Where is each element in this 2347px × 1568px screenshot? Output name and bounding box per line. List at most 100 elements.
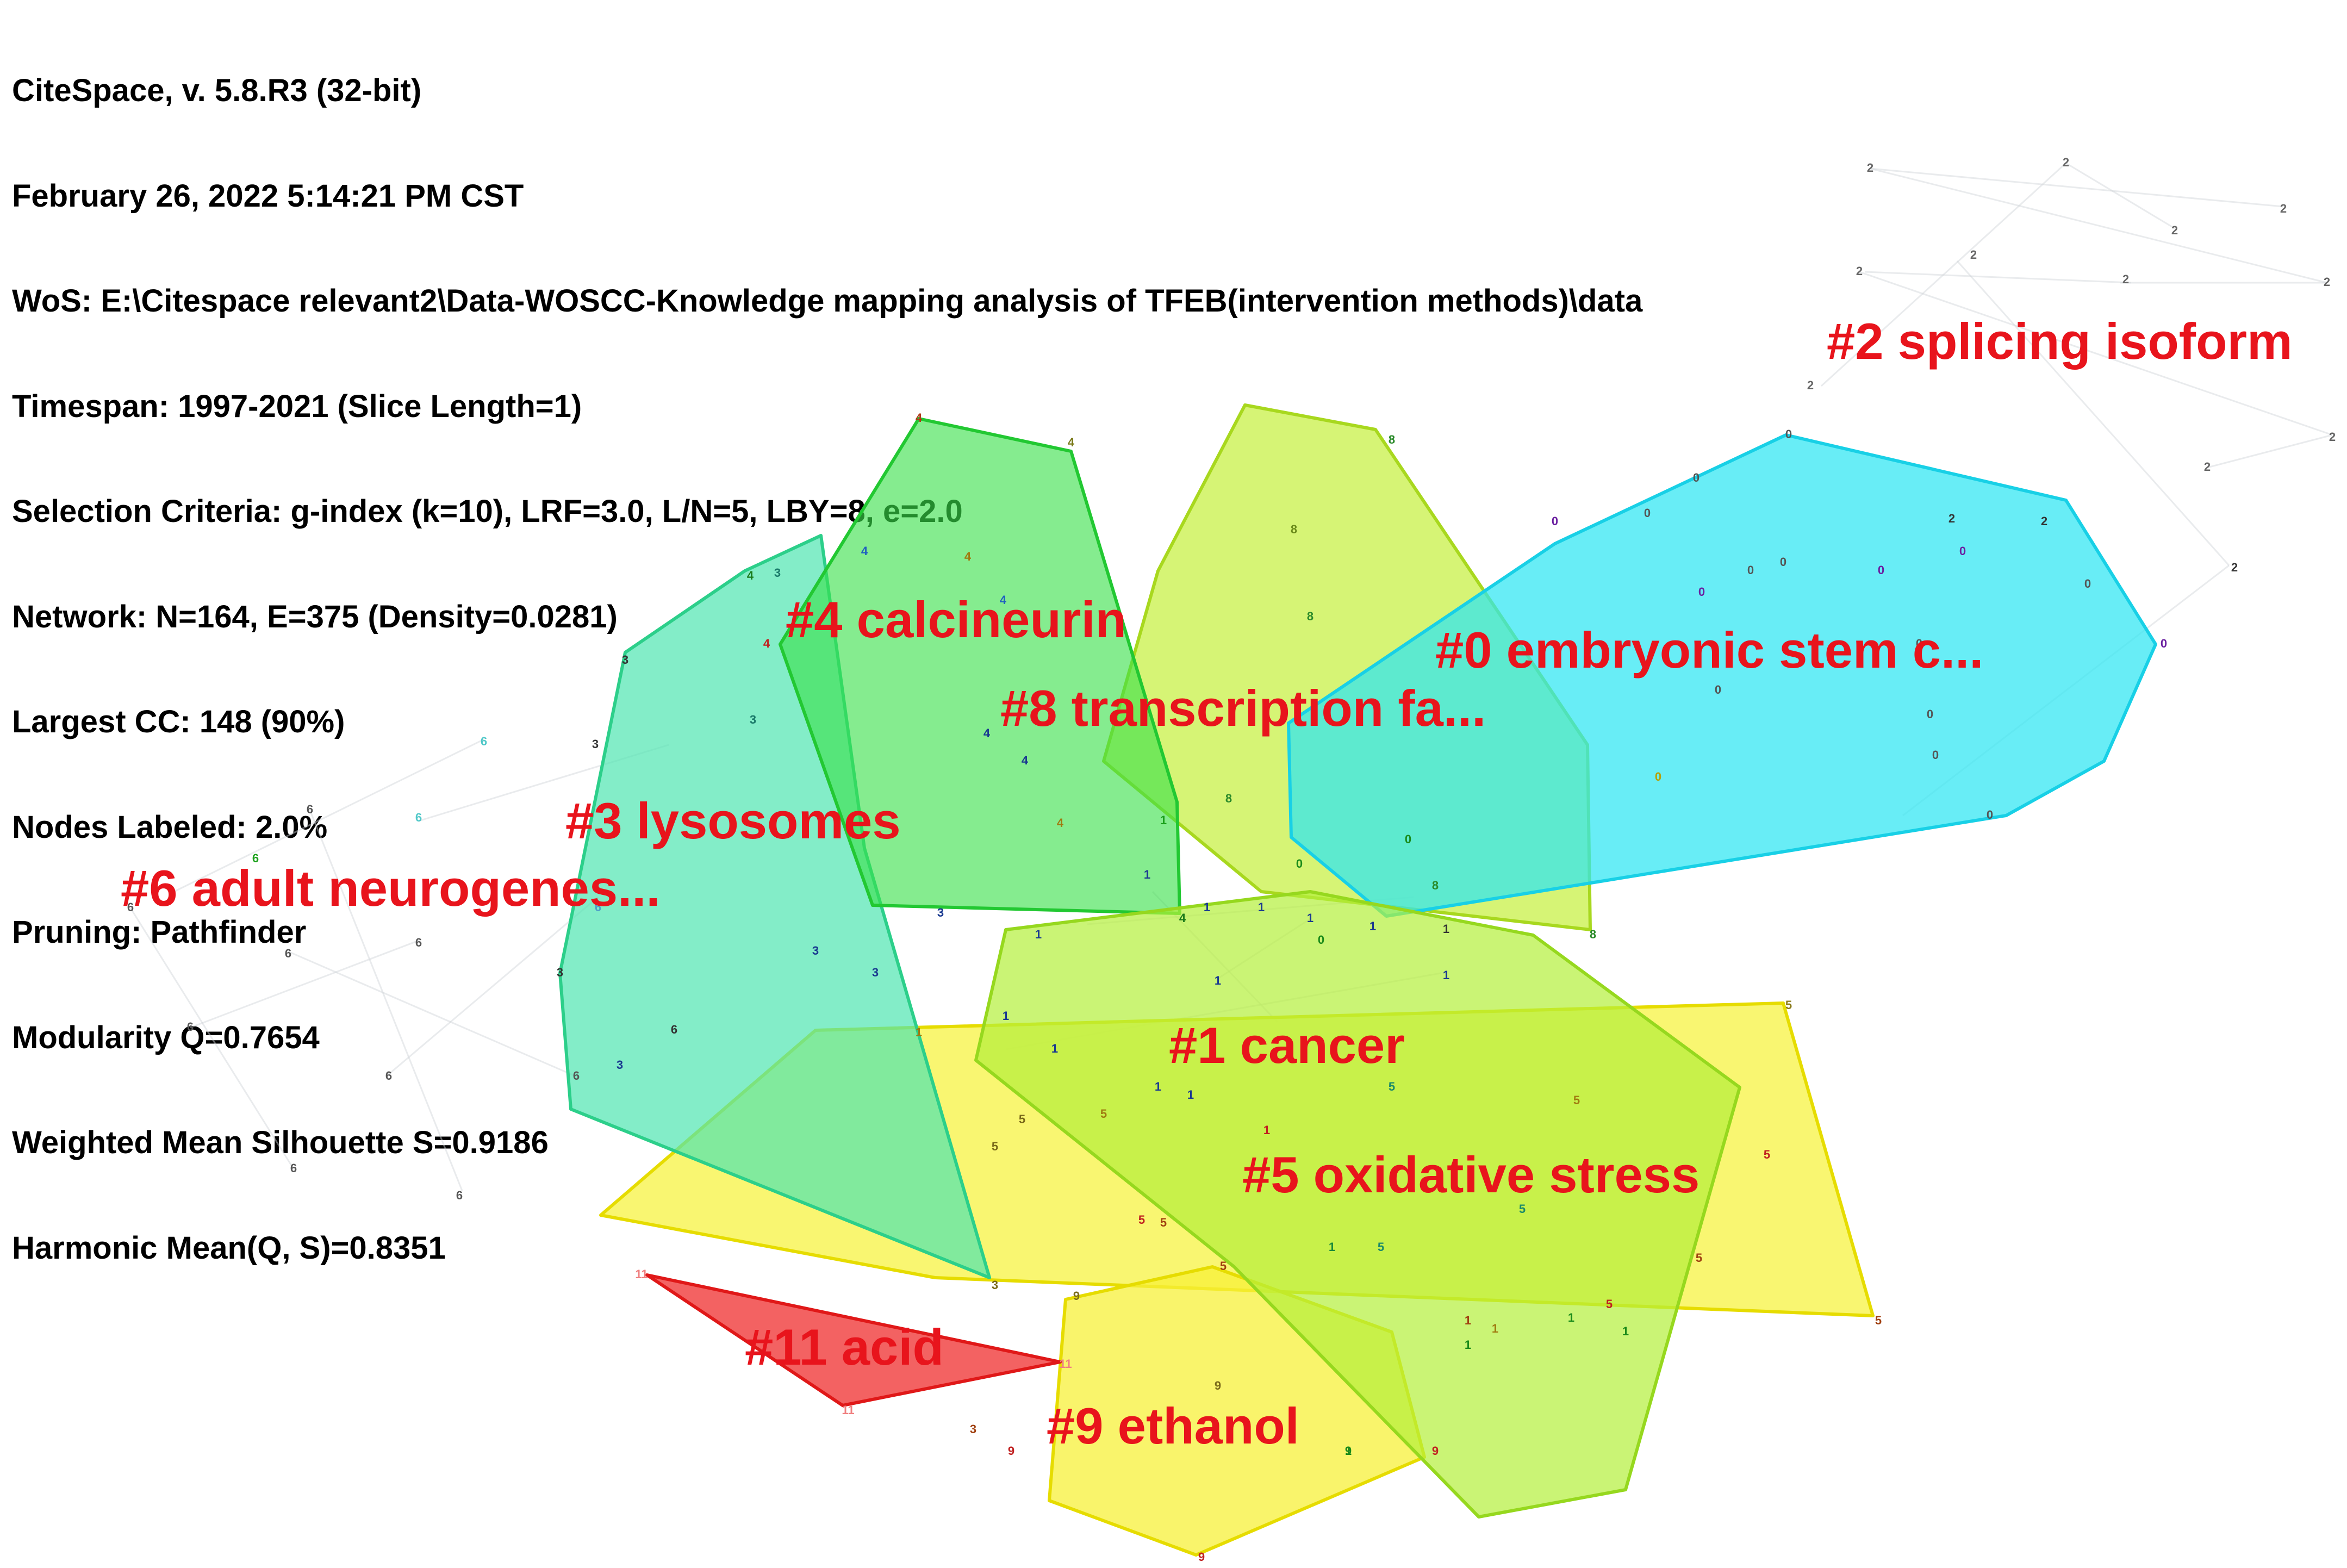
- node-label: 6: [595, 900, 601, 914]
- node-label: 0: [1932, 748, 1939, 762]
- edge: [1956, 260, 2230, 566]
- node-label: 6: [456, 1189, 463, 1202]
- node-label: 3: [622, 653, 628, 667]
- node-label: 5: [1378, 1240, 1384, 1254]
- node-label: 2: [1970, 248, 1977, 262]
- edge: [1870, 167, 2284, 208]
- node-label: 6: [252, 851, 259, 865]
- network-summary: CiteSpace, v. 5.8.R3 (32-bit) February 2…: [12, 3, 1642, 1336]
- node-label: 6: [187, 1020, 194, 1034]
- node-label: 1: [1345, 1444, 1352, 1458]
- cluster-label-11: #11 acid: [745, 1318, 944, 1376]
- summary-line-timespan: Timespan: 1997-2021 (Slice Length=1): [12, 388, 582, 424]
- node-label: 0: [1715, 683, 1721, 696]
- node-label: 5: [1138, 1213, 1145, 1227]
- node-label: 0: [1405, 832, 1411, 846]
- node-label: 11: [1059, 1357, 1072, 1371]
- edge: [2207, 434, 2333, 469]
- node-label: 5: [1573, 1093, 1580, 1107]
- node-label: 2: [1856, 264, 1863, 278]
- node-label: 3: [750, 713, 756, 726]
- node-label: 5: [1220, 1259, 1227, 1273]
- summary-line-pruning: Pruning: Pathfinder: [12, 914, 307, 950]
- node-label: 0: [1655, 770, 1661, 783]
- node-label: 1: [1492, 1322, 1498, 1335]
- node-label: 3: [812, 944, 819, 957]
- edge: [129, 907, 295, 1169]
- node-label: 4: [763, 637, 770, 650]
- cluster-label-3: #3 lysosomes: [565, 792, 901, 849]
- edge: [190, 939, 419, 1029]
- cluster-label-0: #0 embryonic stem c...: [1435, 621, 1983, 679]
- node-label: 4: [983, 726, 991, 740]
- cluster-0-hull: [1287, 433, 2157, 918]
- node-label: 5: [1696, 1251, 1702, 1265]
- node-label: 8: [1307, 609, 1313, 623]
- node-label: 5: [1764, 1148, 1770, 1161]
- node-label: 8: [1225, 792, 1232, 805]
- node-label: 1: [1443, 922, 1449, 936]
- node-label: 6: [127, 900, 134, 914]
- node-label: 4: [1179, 911, 1186, 925]
- node-label: 1: [1258, 900, 1265, 914]
- node-label: 9: [1215, 1379, 1221, 1392]
- node-label: 3: [557, 966, 563, 979]
- node-label: 0: [1780, 555, 1786, 569]
- node-label: 0: [1644, 506, 1651, 520]
- node-label: 6: [307, 802, 313, 816]
- node-label: 0: [2161, 637, 2167, 650]
- node-label: 2: [2204, 460, 2211, 474]
- node-label: 1: [1160, 813, 1167, 827]
- node-label: 2: [2063, 155, 2069, 169]
- cluster-label-9: #9 ethanol: [1047, 1397, 1299, 1454]
- edge: [1864, 271, 2132, 284]
- node-label: 4: [1022, 754, 1029, 767]
- node-label: 0: [1296, 857, 1303, 870]
- node-label: 11: [635, 1267, 648, 1281]
- node-label: 6: [671, 1023, 677, 1036]
- cluster-label-5: #5 oxidative stress: [1242, 1146, 1699, 1203]
- node-label: 1: [1144, 868, 1150, 881]
- node-label: 4: [916, 411, 923, 425]
- edge: [385, 896, 599, 1078]
- edge: [1859, 271, 2333, 436]
- node-label: 5: [1875, 1314, 1882, 1327]
- node-label: 1: [1187, 1088, 1194, 1102]
- edge: [1870, 167, 2327, 284]
- node-label: 2: [1867, 161, 1873, 175]
- node-label: 5: [1019, 1112, 1025, 1126]
- cluster-1-hull: [974, 890, 1741, 1519]
- node-label: 4: [861, 544, 868, 558]
- node-label: 4: [1000, 593, 1007, 607]
- cluster-label-1: #1 cancer: [1169, 1017, 1405, 1074]
- node-label: 0: [1552, 514, 1558, 528]
- node-label: 6: [481, 735, 487, 748]
- node-label: 0: [1959, 544, 1966, 558]
- node-label: 5: [1785, 998, 1792, 1012]
- node-label: 4: [1068, 435, 1075, 449]
- node-label: 5: [1160, 1216, 1167, 1229]
- node-label: 0: [1693, 471, 1699, 484]
- node-label: 1: [1465, 1314, 1471, 1327]
- cluster-label-6: #6 adult neurogenes...: [121, 860, 660, 917]
- summary-line-date: February 26, 2022 5:14:21 PM CST: [12, 178, 524, 214]
- node-label: 9: [1073, 1289, 1080, 1303]
- node-label: 3: [617, 1058, 623, 1072]
- node-label: 6: [385, 1069, 392, 1082]
- node-label: 6: [573, 1069, 580, 1082]
- node-label: 0: [1916, 637, 1922, 650]
- node-label: 2: [2329, 430, 2336, 444]
- cluster-3-hull: [558, 534, 991, 1279]
- node-label: 11: [842, 1403, 854, 1417]
- node-label: 8: [1432, 879, 1439, 892]
- node-label: 1: [1155, 1080, 1161, 1093]
- edge: [309, 810, 463, 1191]
- node-label: 1: [916, 1025, 922, 1039]
- node-label: 1: [1329, 1240, 1335, 1254]
- node-label: 2: [1807, 378, 1814, 392]
- edge: [2065, 162, 2175, 229]
- cluster-hulls: [558, 403, 2157, 1557]
- node-label: 8: [1590, 928, 1596, 941]
- node-label: 9: [1198, 1550, 1205, 1564]
